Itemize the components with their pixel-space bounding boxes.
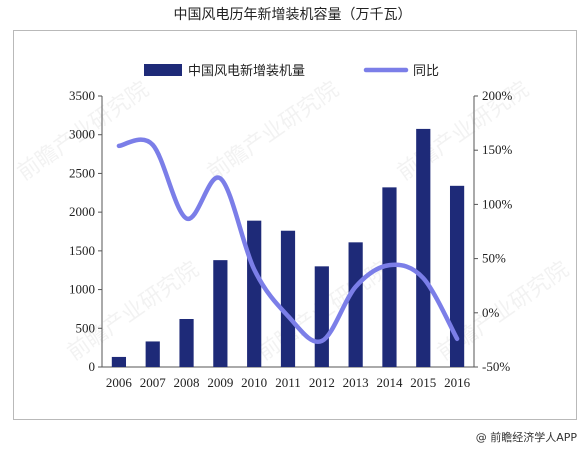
watermark-text: 前瞻产业研究院 xyxy=(203,77,344,186)
x-axis-tick-label: 2006 xyxy=(106,375,133,390)
yoy-line xyxy=(116,137,460,345)
legend-line-label: 同比 xyxy=(413,64,439,79)
x-axis-tick-label: 2014 xyxy=(376,375,403,390)
x-axis-tick-label: 2016 xyxy=(444,375,471,390)
right-axis-tick-label: 100% xyxy=(482,196,513,211)
legend-bar-swatch xyxy=(144,64,182,76)
bar xyxy=(348,242,363,367)
x-axis-tick-label: 2012 xyxy=(309,375,335,390)
chart-title: 中国风电历年新增装机容量（万千瓦） xyxy=(173,7,412,23)
bar xyxy=(314,266,329,367)
right-axis-tick-label: -50% xyxy=(482,359,510,374)
bar xyxy=(247,220,262,367)
x-axis-tick-label: 2011 xyxy=(275,375,301,390)
left-axis-tick-label: 1000 xyxy=(69,282,95,297)
bar xyxy=(280,230,296,367)
right-axis-tick-label: 50% xyxy=(482,251,506,266)
chart-frame: 前瞻产业研究院前瞻产业研究院前瞻产业研究院前瞻产业研究院前瞻产业研究院前瞻产业研… xyxy=(13,30,577,420)
source-credit: @ 前瞻经济学人APP xyxy=(475,431,577,444)
watermark-text: 前瞻产业研究院 xyxy=(393,77,534,186)
x-axis-tick-label: 2013 xyxy=(343,375,369,390)
left-axis-tick-label: 500 xyxy=(76,320,96,335)
left-axis-tick-label: 3500 xyxy=(69,88,95,103)
left-axis-tick-label: 2000 xyxy=(69,204,95,219)
x-axis-tick-label: 2008 xyxy=(174,375,200,390)
legend-bar-label: 中国风电新增装机量 xyxy=(188,63,305,79)
x-axis-tick-label: 2015 xyxy=(410,375,436,390)
bar xyxy=(213,260,228,367)
right-axis-tick-label: 0% xyxy=(482,305,500,320)
bar xyxy=(416,128,431,367)
bar xyxy=(449,185,465,367)
x-axis-tick-label: 2007 xyxy=(140,375,167,390)
x-axis-tick-label: 2010 xyxy=(241,375,267,390)
bar xyxy=(179,318,194,367)
left-axis-tick-label: 3000 xyxy=(69,127,95,142)
chart-svg: 前瞻产业研究院前瞻产业研究院前瞻产业研究院前瞻产业研究院前瞻产业研究院前瞻产业研… xyxy=(14,63,574,390)
bar xyxy=(145,341,160,367)
left-axis-tick-label: 1500 xyxy=(69,243,95,258)
bar xyxy=(111,356,127,367)
left-axis-tick-label: 2500 xyxy=(69,165,95,180)
right-axis-tick-label: 150% xyxy=(482,142,513,157)
left-axis-tick-label: 0 xyxy=(89,359,96,374)
bar xyxy=(382,187,397,367)
right-axis-tick-label: 200% xyxy=(482,88,513,103)
x-axis-tick-label: 2009 xyxy=(207,375,233,390)
